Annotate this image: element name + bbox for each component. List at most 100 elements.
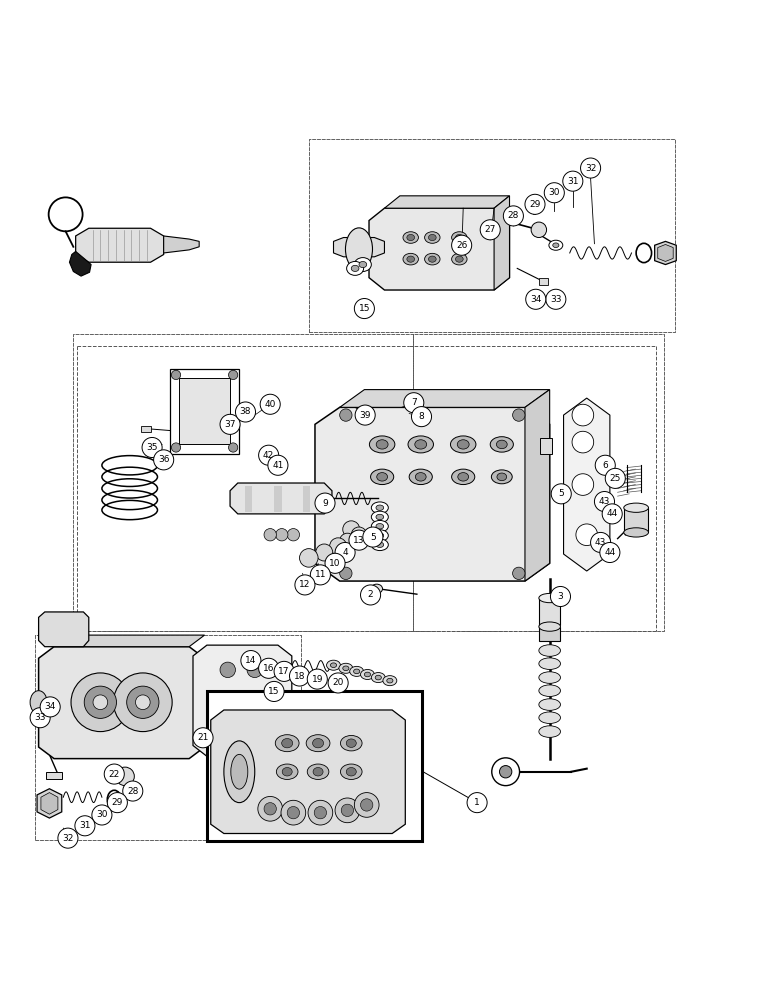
Circle shape [572, 404, 594, 426]
Circle shape [295, 575, 315, 595]
Circle shape [351, 527, 367, 542]
Polygon shape [76, 228, 164, 262]
Bar [303, 486, 310, 512]
Circle shape [316, 544, 333, 561]
Polygon shape [39, 612, 89, 647]
Circle shape [605, 468, 625, 488]
Polygon shape [193, 645, 292, 756]
Ellipse shape [327, 660, 340, 670]
Ellipse shape [490, 437, 513, 452]
Ellipse shape [491, 470, 513, 484]
Text: 17: 17 [279, 667, 290, 676]
Circle shape [335, 798, 360, 823]
Text: 34: 34 [530, 295, 541, 304]
Polygon shape [164, 236, 199, 253]
Text: 41: 41 [273, 461, 283, 470]
Ellipse shape [539, 622, 560, 631]
Ellipse shape [425, 232, 440, 243]
Text: 33: 33 [35, 713, 46, 722]
Ellipse shape [351, 265, 359, 271]
Ellipse shape [452, 469, 475, 485]
Ellipse shape [371, 539, 388, 551]
Polygon shape [69, 251, 91, 276]
Text: 1: 1 [474, 798, 480, 807]
Text: 31: 31 [80, 821, 90, 830]
Circle shape [594, 492, 615, 512]
Circle shape [171, 370, 181, 380]
Circle shape [404, 393, 424, 413]
Text: 25: 25 [610, 474, 621, 483]
Circle shape [241, 651, 261, 671]
Text: 2: 2 [367, 590, 374, 599]
Ellipse shape [425, 253, 440, 265]
Circle shape [551, 484, 571, 504]
Ellipse shape [307, 764, 329, 779]
Ellipse shape [364, 672, 371, 677]
Bar [539, 627, 560, 641]
Text: 14: 14 [245, 656, 256, 665]
Circle shape [503, 206, 523, 226]
Text: 27: 27 [485, 225, 496, 234]
Ellipse shape [539, 685, 560, 696]
Circle shape [315, 493, 335, 513]
Polygon shape [564, 398, 610, 571]
Circle shape [349, 530, 369, 550]
Polygon shape [340, 390, 550, 407]
Text: 16: 16 [263, 664, 274, 673]
Circle shape [340, 533, 355, 549]
Bar [207, 691, 422, 841]
Ellipse shape [371, 530, 388, 541]
Circle shape [600, 542, 620, 563]
Circle shape [343, 521, 360, 538]
Circle shape [268, 455, 288, 475]
Ellipse shape [276, 764, 298, 779]
Polygon shape [41, 793, 58, 814]
Circle shape [274, 661, 294, 681]
Ellipse shape [428, 256, 436, 262]
Bar [540, 438, 552, 454]
Text: 39: 39 [360, 411, 371, 420]
Ellipse shape [407, 256, 415, 262]
Text: 38: 38 [240, 407, 251, 416]
Circle shape [84, 686, 117, 718]
Circle shape [276, 529, 288, 541]
Bar [46, 772, 62, 779]
Ellipse shape [371, 520, 388, 532]
Ellipse shape [350, 666, 364, 676]
Polygon shape [37, 789, 62, 818]
Ellipse shape [313, 767, 323, 776]
Bar [141, 426, 151, 432]
Polygon shape [369, 208, 510, 290]
Ellipse shape [371, 469, 394, 485]
Ellipse shape [345, 228, 372, 270]
Polygon shape [658, 244, 673, 261]
Ellipse shape [30, 691, 47, 714]
Ellipse shape [283, 767, 292, 776]
Circle shape [247, 691, 262, 707]
Text: 20: 20 [333, 678, 344, 687]
Ellipse shape [346, 767, 356, 776]
Ellipse shape [376, 542, 384, 547]
Text: 37: 37 [225, 420, 235, 429]
Ellipse shape [450, 436, 476, 453]
Circle shape [247, 662, 262, 678]
Ellipse shape [371, 502, 388, 514]
Ellipse shape [224, 741, 255, 803]
Circle shape [171, 443, 181, 452]
Ellipse shape [371, 673, 385, 683]
Ellipse shape [539, 726, 560, 737]
Circle shape [544, 183, 564, 203]
Ellipse shape [452, 253, 467, 265]
Text: 21: 21 [198, 733, 208, 742]
Circle shape [264, 529, 276, 541]
Ellipse shape [455, 256, 463, 262]
Ellipse shape [553, 243, 559, 248]
Circle shape [563, 171, 583, 191]
Circle shape [452, 235, 472, 255]
Circle shape [259, 658, 279, 678]
Circle shape [341, 804, 354, 817]
Circle shape [40, 697, 60, 717]
Circle shape [116, 767, 134, 786]
Ellipse shape [376, 533, 384, 538]
Circle shape [58, 828, 78, 848]
